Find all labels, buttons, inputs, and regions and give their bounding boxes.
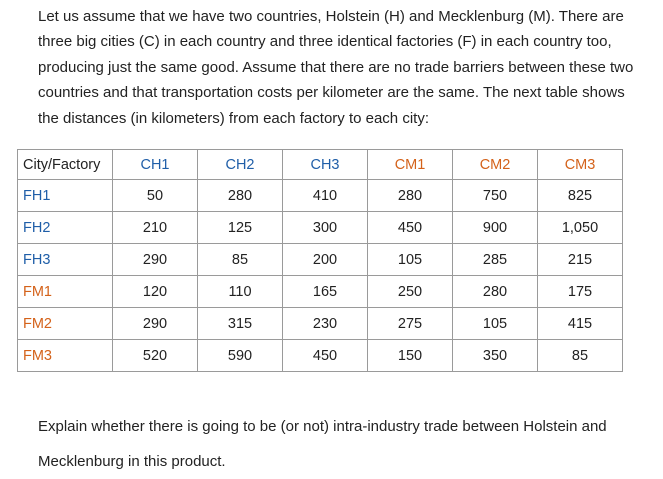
table-cell: 450 xyxy=(282,339,368,372)
table-cell: 450 xyxy=(367,211,453,244)
distance-table: City/Factory CH1 CH2 CH3 CM1 CM2 CM3 FH1… xyxy=(17,149,623,372)
table-row: FH1 50 280 410 280 750 825 xyxy=(17,179,623,212)
table-cell: 85 xyxy=(197,243,283,276)
row-header: FH2 xyxy=(17,211,113,244)
table-cell: 900 xyxy=(452,211,538,244)
table-cell: 230 xyxy=(282,307,368,340)
table-cell: 280 xyxy=(452,275,538,308)
table-cell: 120 xyxy=(112,275,198,308)
column-header: CH1 xyxy=(112,149,198,180)
table-cell: 105 xyxy=(367,243,453,276)
row-header: FH1 xyxy=(17,179,113,212)
table-row: FH2 210 125 300 450 900 1,050 xyxy=(17,211,623,244)
table-cell: 250 xyxy=(367,275,453,308)
followup-question: Explain whether there is going to be (or… xyxy=(38,418,607,470)
table-cell: 315 xyxy=(197,307,283,340)
table-cell: 280 xyxy=(367,179,453,212)
table-row: FM3 520 590 450 150 350 85 xyxy=(17,339,623,372)
question-block: 5.Let us assume that we have two countri… xyxy=(12,4,642,131)
table-cell: 175 xyxy=(537,275,623,308)
row-header: FH3 xyxy=(17,243,113,276)
row-header: FM3 xyxy=(17,339,113,372)
question-paragraph: 5.Let us assume that we have two countri… xyxy=(12,4,642,131)
row-header: FM2 xyxy=(17,307,113,340)
table-cell: 290 xyxy=(112,307,198,340)
table-cell: 285 xyxy=(452,243,538,276)
table-cell: 200 xyxy=(282,243,368,276)
table-cell: 210 xyxy=(112,211,198,244)
table-cell: 105 xyxy=(452,307,538,340)
column-header: CH3 xyxy=(282,149,368,180)
table-cell: 520 xyxy=(112,339,198,372)
table-cell: 590 xyxy=(197,339,283,372)
table-cell: 50 xyxy=(112,179,198,212)
table-cell: 415 xyxy=(537,307,623,340)
table-row: FH3 290 85 200 105 285 215 xyxy=(17,243,623,276)
table-cell: 275 xyxy=(367,307,453,340)
table-cell: 1,050 xyxy=(537,211,623,244)
table-cell: 215 xyxy=(537,243,623,276)
table-cell: 280 xyxy=(197,179,283,212)
table-cell: 410 xyxy=(282,179,368,212)
column-header: CM3 xyxy=(537,149,623,180)
table-row: FM1 120 110 165 250 280 175 xyxy=(17,275,623,308)
table-cell: 750 xyxy=(452,179,538,212)
table-cell: 165 xyxy=(282,275,368,308)
column-header: CM2 xyxy=(452,149,538,180)
corner-header: City/Factory xyxy=(17,149,113,180)
table-header-row: City/Factory CH1 CH2 CH3 CM1 CM2 CM3 xyxy=(17,149,623,180)
table-cell: 290 xyxy=(112,243,198,276)
table-cell: 825 xyxy=(537,179,623,212)
table-cell: 85 xyxy=(537,339,623,372)
column-header: CH2 xyxy=(197,149,283,180)
table-cell: 125 xyxy=(197,211,283,244)
table-cell: 300 xyxy=(282,211,368,244)
row-header: FM1 xyxy=(17,275,113,308)
table-cell: 150 xyxy=(367,339,453,372)
question-number: 5. xyxy=(12,4,38,29)
table-cell: 110 xyxy=(197,275,283,308)
question-text: Let us assume that we have two countries… xyxy=(38,8,634,127)
table-cell: 350 xyxy=(452,339,538,372)
column-header: CM1 xyxy=(367,149,453,180)
table-row: FM2 290 315 230 275 105 415 xyxy=(17,307,623,340)
